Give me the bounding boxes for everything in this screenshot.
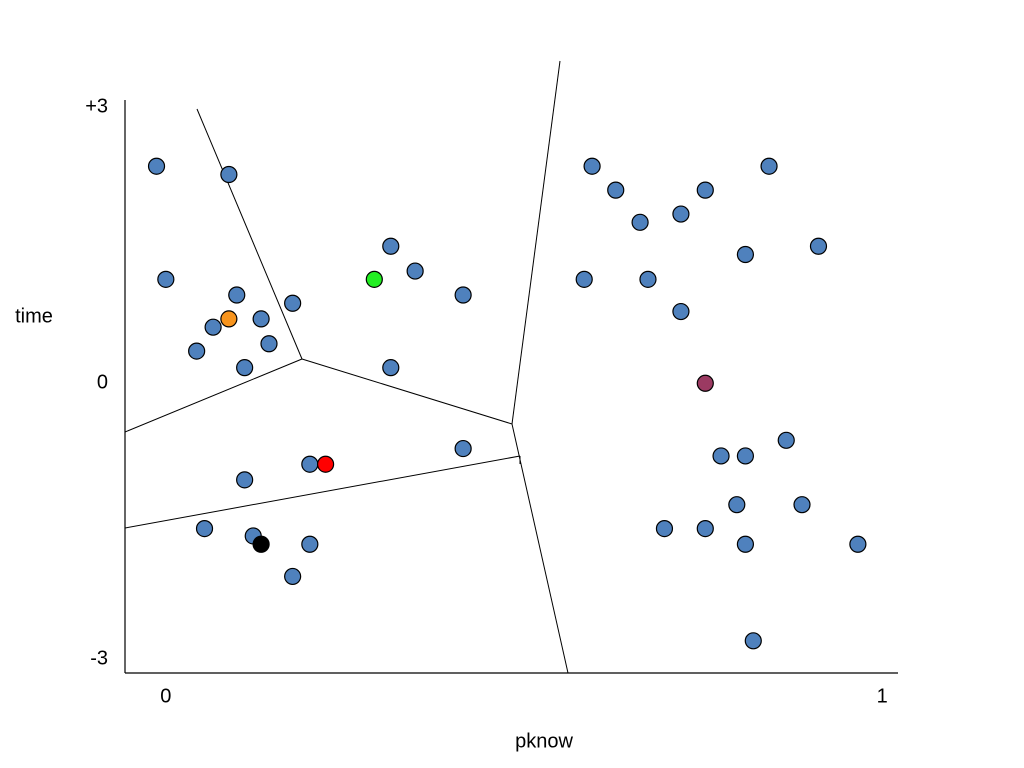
point (236, 471, 254, 489)
point (157, 270, 175, 288)
point (736, 535, 755, 553)
point (728, 496, 746, 514)
point (220, 165, 238, 184)
point (793, 496, 811, 514)
point (655, 520, 674, 538)
y-axis-label: time (15, 305, 53, 327)
point (454, 439, 472, 458)
point (284, 567, 302, 586)
point (316, 455, 335, 473)
point (777, 431, 795, 449)
boundary (196, 108, 303, 360)
point (220, 310, 238, 328)
point (696, 181, 714, 199)
point (147, 157, 166, 175)
point (382, 237, 400, 255)
x-tick-label: 1 (877, 685, 888, 707)
point (849, 535, 867, 553)
point (301, 455, 319, 473)
point (744, 632, 762, 650)
point (228, 286, 246, 304)
boundary (511, 60, 561, 425)
point (712, 447, 730, 465)
point (607, 181, 625, 199)
point (672, 302, 690, 321)
boundary (124, 455, 521, 529)
point (736, 245, 755, 264)
boundary (511, 423, 569, 674)
point (454, 286, 472, 304)
voronoi-lines (124, 60, 569, 674)
point (195, 520, 214, 538)
x-axis-label: pknow (515, 730, 573, 752)
point (252, 310, 270, 328)
boundary (124, 358, 303, 433)
point (809, 237, 828, 255)
point (575, 270, 593, 288)
point (736, 447, 755, 465)
point (260, 335, 278, 353)
point (284, 294, 302, 312)
point (760, 157, 778, 175)
point (583, 157, 601, 175)
point (696, 520, 714, 538)
point (406, 262, 424, 280)
point (236, 359, 254, 377)
point (639, 270, 657, 288)
y-tick-label: -3 (90, 647, 108, 669)
point (672, 205, 690, 223)
point (382, 359, 400, 377)
point (365, 270, 383, 288)
y-tick-label: 0 (97, 372, 108, 394)
point (204, 318, 222, 336)
point (301, 535, 319, 553)
point (252, 535, 270, 553)
point (188, 342, 206, 360)
boundary (301, 358, 513, 425)
x-tick-label: 0 (160, 685, 171, 707)
point (696, 374, 714, 392)
y-tick-label: +3 (85, 96, 108, 118)
point (631, 213, 649, 231)
